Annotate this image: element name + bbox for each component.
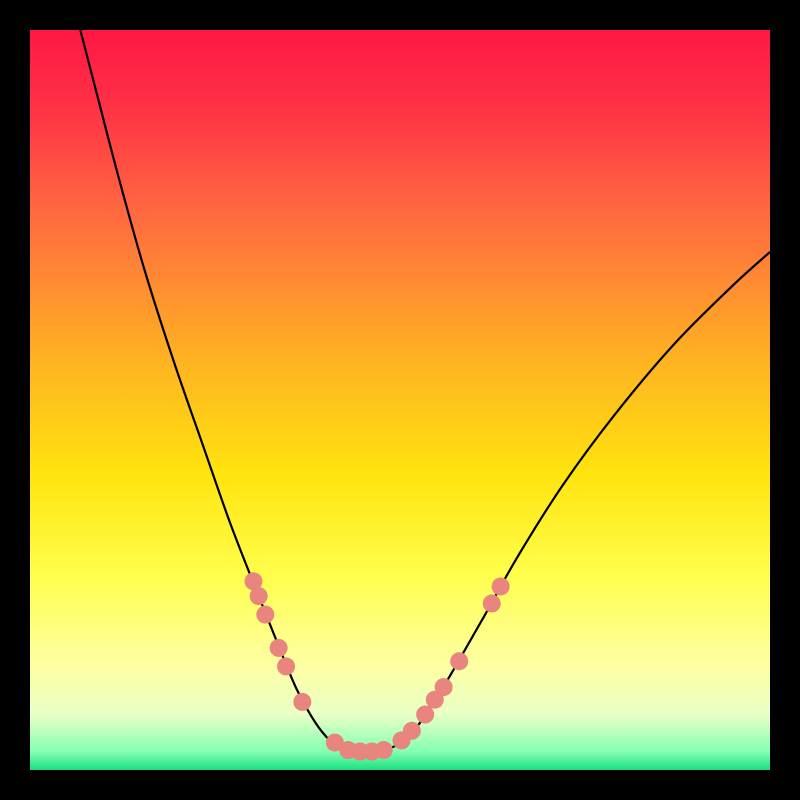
curve-marker: [403, 722, 421, 740]
curve-marker: [435, 678, 453, 696]
curve-marker: [375, 741, 393, 759]
curve-marker: [416, 706, 434, 724]
curve-marker: [293, 693, 311, 711]
curve-marker: [492, 577, 510, 595]
chart-svg: [30, 30, 770, 770]
curve-marker: [270, 639, 288, 657]
bottleneck-curve: [80, 30, 770, 752]
curve-markers: [244, 572, 509, 760]
curve-marker: [250, 587, 268, 605]
curve-marker: [483, 595, 501, 613]
frame-border-left: [0, 30, 30, 770]
curve-marker: [256, 606, 274, 624]
plot-area: [30, 30, 770, 770]
frame-border-top: [0, 0, 800, 30]
frame-border-bottom: [0, 770, 800, 800]
curve-marker: [450, 652, 468, 670]
figure-frame: TheBottlenecker.com: [0, 0, 800, 800]
frame-border-right: [770, 30, 800, 770]
curve-marker: [277, 657, 295, 675]
